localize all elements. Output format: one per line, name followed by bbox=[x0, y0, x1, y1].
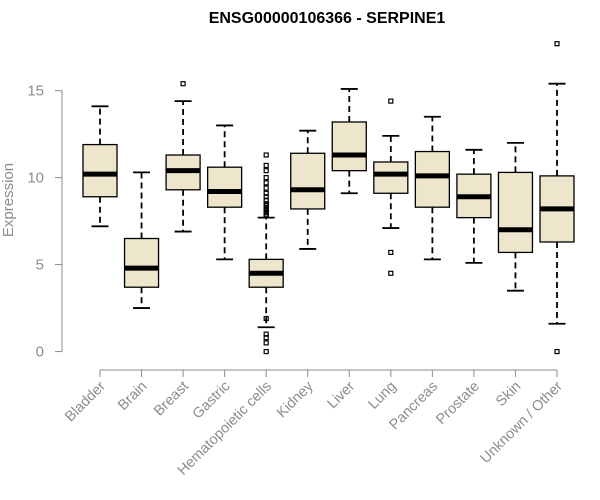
y-tick-label: 5 bbox=[36, 257, 44, 274]
y-tick-label: 10 bbox=[27, 170, 44, 187]
outlier-point bbox=[263, 162, 269, 169]
outlier-point bbox=[263, 152, 269, 158]
outlier-point bbox=[263, 331, 269, 337]
x-tick-label: Brain bbox=[115, 379, 150, 414]
outlier-point bbox=[263, 340, 269, 346]
box-group bbox=[165, 81, 201, 233]
outlier-point bbox=[263, 315, 269, 322]
box-group bbox=[290, 129, 326, 250]
box-iqr bbox=[373, 161, 409, 194]
box-iqr bbox=[82, 143, 118, 198]
chart-title: ENSG00000106366 - SERPINE1 bbox=[209, 10, 446, 27]
x-tick-label: Lung bbox=[366, 379, 400, 413]
box-group bbox=[206, 124, 243, 261]
x-tick-label: Breast bbox=[151, 379, 192, 420]
box-iqr bbox=[123, 237, 160, 288]
x-tick-label: Kidney bbox=[274, 378, 317, 421]
box-iqr bbox=[414, 150, 451, 208]
outlier-point bbox=[388, 98, 394, 104]
box-group bbox=[331, 88, 367, 195]
outlier-point bbox=[554, 41, 560, 47]
outlier-point bbox=[388, 270, 394, 276]
outlier-point bbox=[263, 168, 269, 174]
y-axis-label: Expression bbox=[0, 163, 17, 237]
outlier-point bbox=[263, 190, 269, 196]
box-group bbox=[123, 171, 160, 309]
box-iqr bbox=[497, 171, 534, 254]
x-tick-label: Skin bbox=[493, 379, 524, 410]
box-group bbox=[414, 115, 451, 261]
box-group bbox=[497, 141, 534, 292]
outlier-point bbox=[263, 180, 269, 186]
x-tick-label: Liver bbox=[325, 378, 359, 412]
outlier-point bbox=[263, 348, 269, 355]
box-group bbox=[456, 148, 492, 264]
box-iqr bbox=[290, 152, 326, 210]
box-group bbox=[248, 152, 284, 355]
y-tick-label: 0 bbox=[36, 344, 44, 361]
box-iqr bbox=[331, 121, 367, 172]
outlier-point bbox=[180, 81, 186, 87]
box-series bbox=[82, 41, 575, 355]
x-tick-label: Bladder bbox=[62, 378, 109, 425]
x-tick-label: Prostate bbox=[433, 379, 482, 428]
box-iqr bbox=[206, 166, 243, 208]
box-group bbox=[82, 105, 118, 228]
box-group bbox=[539, 41, 575, 355]
y-axis: 0 5 10 15 bbox=[27, 83, 63, 361]
y-tick-label: 15 bbox=[27, 83, 44, 100]
outlier-point bbox=[263, 185, 269, 191]
outlier-point bbox=[263, 175, 269, 181]
outlier-point bbox=[554, 348, 560, 355]
outlier-point bbox=[388, 249, 394, 256]
box-group bbox=[373, 98, 409, 276]
